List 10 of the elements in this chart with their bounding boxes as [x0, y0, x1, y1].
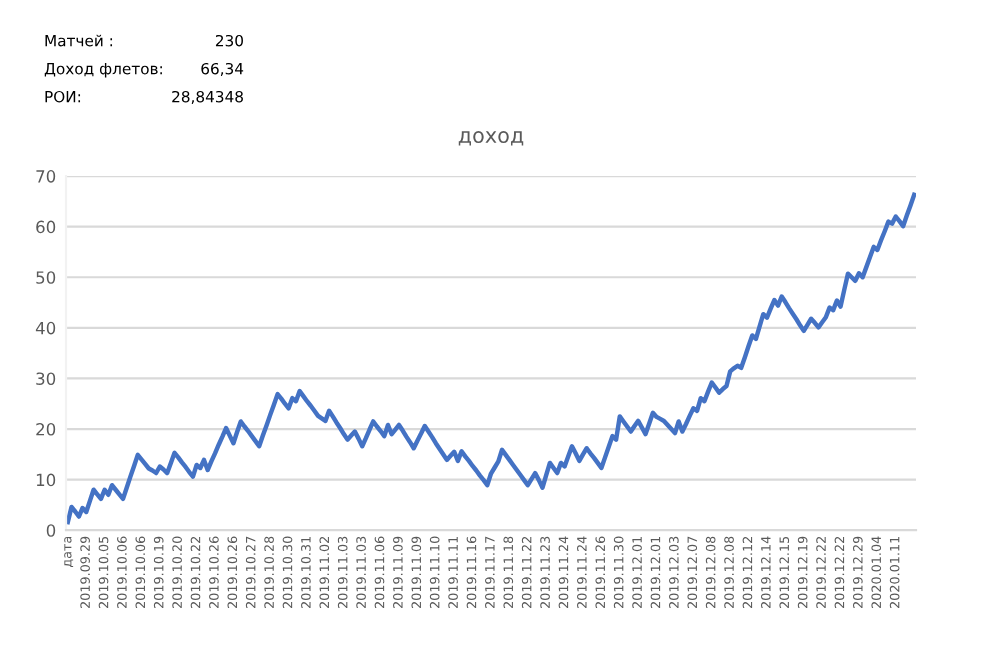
line-series [66, 192, 916, 525]
y-tick-label: 10 [36, 473, 56, 487]
y-tick-label: 0 [46, 524, 56, 537]
y-tick-label: 60 [36, 220, 56, 234]
y-tick-label: 70 [36, 170, 56, 183]
y-tick-label: 30 [36, 372, 56, 385]
y-tick-label: 20 [36, 422, 56, 436]
y-tick-label: 50 [36, 271, 56, 284]
chart-title: доход [458, 131, 524, 146]
y-tick-label: 40 [35, 321, 56, 335]
